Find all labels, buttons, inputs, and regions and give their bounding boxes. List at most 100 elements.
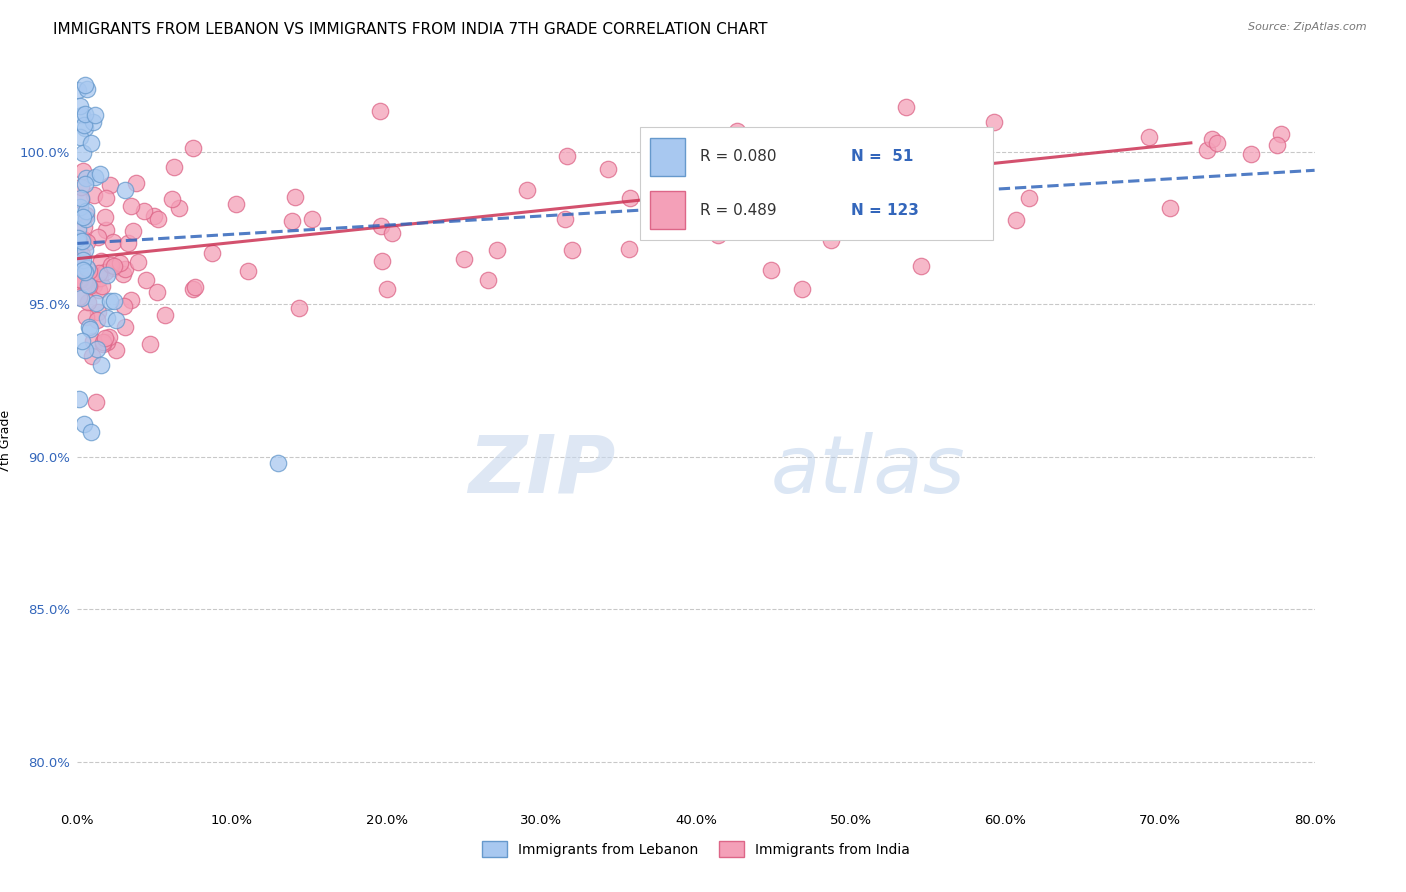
Point: [103, 260, 125, 274]
Point: [67, 392, 90, 406]
Point: [453, 252, 475, 266]
Point: [73, 274, 96, 288]
Point: [69, 292, 91, 306]
Bar: [650, 191, 685, 229]
Point: [96, 335, 118, 350]
Point: [73, 243, 96, 257]
Point: [792, 282, 814, 296]
Point: [70, 256, 93, 270]
Point: [75, 107, 97, 121]
Point: [619, 242, 641, 256]
Point: [80, 425, 103, 439]
Point: [120, 199, 142, 213]
Point: [96, 223, 118, 237]
Point: [69, 248, 91, 262]
Point: [86, 343, 108, 357]
Point: [83, 278, 105, 293]
Point: [110, 256, 132, 270]
Point: [98, 330, 121, 344]
Point: [90, 279, 112, 293]
Point: [72, 145, 94, 160]
Point: [371, 254, 394, 268]
Point: [75, 120, 96, 135]
Bar: [650, 137, 685, 176]
Point: [375, 282, 398, 296]
Point: [93, 265, 115, 279]
Point: [112, 299, 135, 313]
Point: [142, 209, 165, 223]
Point: [1018, 190, 1040, 204]
Point: [101, 235, 124, 250]
Text: Source: ZipAtlas.com: Source: ZipAtlas.com: [1249, 22, 1367, 32]
Point: [103, 260, 125, 275]
Point: [70, 248, 93, 262]
Point: [86, 313, 108, 327]
Point: [284, 190, 307, 204]
Point: [82, 275, 104, 289]
Point: [301, 212, 323, 227]
Point: [830, 165, 852, 179]
Point: [201, 246, 224, 260]
Point: [1240, 147, 1263, 161]
Point: [1201, 132, 1223, 146]
Point: [1005, 213, 1028, 227]
Point: [66, 231, 89, 245]
Point: [84, 108, 107, 122]
Point: [84, 394, 107, 409]
Point: [72, 210, 94, 224]
Point: [983, 114, 1005, 128]
Point: [370, 219, 392, 233]
Point: [77, 279, 100, 293]
Point: [67, 83, 90, 97]
Point: [125, 176, 148, 190]
Point: [90, 253, 112, 268]
Point: [73, 220, 96, 235]
Point: [153, 308, 176, 322]
Point: [75, 203, 97, 218]
Point: [90, 359, 111, 373]
Point: [67, 222, 90, 236]
Point: [236, 264, 259, 278]
Point: [73, 78, 96, 92]
Point: [75, 310, 97, 324]
Point: [76, 82, 98, 96]
Point: [83, 187, 105, 202]
Point: [183, 281, 205, 295]
Point: [486, 243, 509, 257]
Point: [96, 268, 118, 283]
FancyBboxPatch shape: [640, 127, 993, 240]
Point: [139, 337, 162, 351]
Point: [100, 258, 122, 272]
Point: [83, 170, 105, 185]
Point: [910, 260, 932, 274]
Point: [596, 161, 619, 176]
Point: [72, 253, 94, 268]
Point: [69, 268, 91, 282]
Point: [82, 114, 104, 128]
Text: ZIP: ZIP: [468, 432, 616, 510]
Text: IMMIGRANTS FROM LEBANON VS IMMIGRANTS FROM INDIA 7TH GRADE CORRELATION CHART: IMMIGRANTS FROM LEBANON VS IMMIGRANTS FR…: [53, 22, 768, 37]
Point: [96, 310, 118, 325]
Text: N = 123: N = 123: [851, 202, 918, 218]
Text: R = 0.489: R = 0.489: [700, 202, 776, 218]
Point: [146, 211, 169, 226]
Point: [87, 266, 110, 280]
Point: [89, 167, 111, 181]
Point: [67, 244, 90, 258]
Point: [76, 261, 98, 276]
Point: [120, 293, 142, 307]
Point: [79, 322, 101, 336]
Point: [80, 349, 103, 363]
Point: [87, 230, 110, 244]
Point: [114, 183, 136, 197]
Point: [127, 255, 149, 269]
Point: [845, 201, 868, 215]
Point: [838, 144, 860, 158]
Point: [69, 273, 91, 287]
Point: [69, 200, 91, 214]
Point: [73, 265, 96, 279]
Text: R = 0.080: R = 0.080: [700, 149, 776, 164]
Point: [75, 343, 96, 358]
Point: [167, 202, 190, 216]
Point: [70, 194, 93, 208]
